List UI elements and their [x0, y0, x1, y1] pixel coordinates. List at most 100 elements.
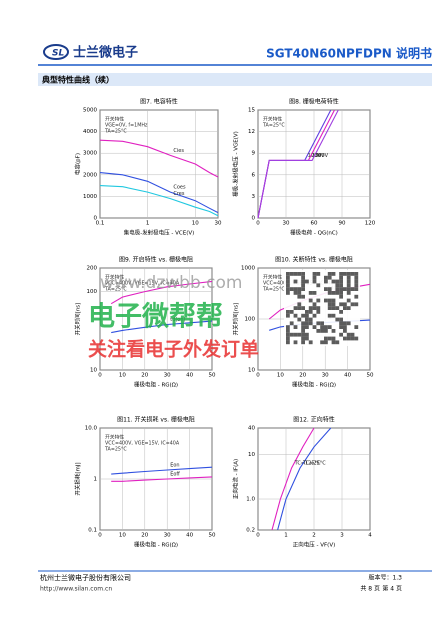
- qr-cell: [339, 272, 343, 276]
- qr-cell: [312, 313, 317, 318]
- qr-cell: [354, 302, 359, 307]
- qr-cell: [324, 329, 328, 333]
- series-label: Eoff: [170, 472, 180, 478]
- x-axis-label: 栅极电荷 - QG(nC): [290, 229, 338, 237]
- footer-company: 杭州士兰微电子股份有限公司: [40, 573, 131, 582]
- footer-url: http://www.silan.com.cn: [40, 586, 112, 593]
- y-tick-label: 100: [245, 317, 256, 323]
- qr-cell: [308, 340, 313, 345]
- qr-cell: [312, 306, 317, 310]
- section-bar: [38, 73, 432, 86]
- qr-cell: [331, 272, 336, 276]
- y-tick-label: 10: [248, 368, 255, 374]
- chart-note: 开关特性: [105, 274, 124, 281]
- x-tick-label: 30: [322, 373, 329, 379]
- y-axis-label: 电容(pF): [74, 153, 82, 175]
- qr-cell: [308, 306, 313, 310]
- chart-note: TA=25°C: [104, 129, 127, 135]
- qr-cell: [339, 325, 343, 329]
- qr-cell: [305, 310, 309, 314]
- chart-title: 图10. 关断特性 vs. 栅极电阻: [275, 256, 353, 264]
- qr-cell: [331, 313, 336, 318]
- chart-title: 图7. 电容特性: [140, 98, 178, 106]
- qr-cell: [305, 336, 309, 341]
- qr-cell: [324, 287, 328, 291]
- y-tick-label: 1000: [83, 194, 97, 200]
- qr-cell: [301, 294, 305, 299]
- qr-cell: [293, 332, 298, 337]
- qr-cell: [346, 287, 351, 291]
- qr-cell: [327, 272, 332, 276]
- x-tick-label: 10: [119, 373, 126, 379]
- qr-cell: [316, 298, 321, 303]
- qr-cell: [301, 321, 305, 326]
- y-tick-label: 6: [252, 172, 256, 178]
- series-label: td(on): [170, 317, 185, 323]
- x-axis-label: 正向电压 - VF(V): [293, 541, 335, 549]
- watermark-slogan: 关注看电子外发订单: [88, 338, 259, 361]
- qr-cell: [301, 279, 305, 284]
- qr-cell: [316, 321, 321, 326]
- qr-cell: [324, 275, 328, 280]
- qr-cell: [289, 272, 294, 276]
- qr-cell: [350, 302, 355, 307]
- series-line: [257, 109, 339, 219]
- series-line: [99, 185, 219, 217]
- chart-note: VGE=0V, f=1MHz: [105, 123, 148, 129]
- x-tick-label: 10: [119, 533, 126, 539]
- qr-cell: [335, 340, 340, 345]
- x-tick-label: 1: [146, 221, 150, 227]
- chart-title: 图8. 栅极电荷特性: [289, 98, 339, 106]
- chart-note: 开关特性: [105, 116, 124, 123]
- y-tick-label: 1.0: [246, 497, 255, 503]
- series-label: tr: [170, 279, 175, 285]
- qr-cell: [343, 336, 347, 341]
- y-tick-label: 100: [87, 289, 98, 295]
- x-axis-label: 栅极电阻 - RG(Ω): [134, 381, 178, 389]
- qr-cell: [346, 336, 351, 341]
- chart-title: 图11. 开关损耗 vs. 栅极电阻: [117, 416, 195, 424]
- qr-cell: [316, 306, 321, 310]
- qr-cell: [327, 325, 332, 329]
- x-tick-label: 20: [141, 533, 148, 539]
- qr-cell: [293, 306, 298, 310]
- qr-cell: [335, 287, 340, 291]
- qr-cell: [286, 332, 290, 337]
- qr-cell: [286, 336, 290, 341]
- footer-page: 第 4 页: [382, 585, 402, 593]
- qr-cell: [301, 329, 305, 333]
- qr-cell: [354, 272, 359, 276]
- x-tick-label: 10: [277, 373, 284, 379]
- x-axis-label: 栅极电阻 - RG(Ω): [292, 381, 336, 389]
- logo-text: 士兰微电子: [73, 45, 138, 61]
- qr-cell: [301, 332, 305, 337]
- x-tick-label: 0: [256, 533, 260, 539]
- qr-cell: [308, 310, 313, 314]
- y-tick-label: 0.1: [88, 528, 97, 534]
- qr-cell: [354, 325, 359, 329]
- qr-cell: [327, 287, 332, 291]
- x-tick-label: 2: [312, 533, 316, 539]
- y-tick-label: 10: [90, 368, 97, 374]
- qr-cell: [293, 340, 298, 345]
- qr-cell: [350, 287, 355, 291]
- qr-cell: [293, 291, 298, 295]
- qr-cell: [286, 291, 290, 295]
- qr-cell: [354, 287, 359, 291]
- qr-cell: [331, 279, 336, 284]
- x-tick-label: 30: [283, 221, 290, 227]
- qr-cell: [339, 310, 343, 314]
- y-tick-label: 15: [248, 108, 255, 114]
- x-tick-label: 0: [98, 373, 102, 379]
- x-tick-label: 50: [209, 533, 216, 539]
- x-tick-label: 40: [344, 373, 351, 379]
- qr-cell: [286, 283, 290, 288]
- qr-cell: [320, 321, 324, 326]
- qr-cell: [297, 317, 302, 322]
- qr-cell: [354, 279, 359, 284]
- y-tick-label: 3: [252, 194, 256, 200]
- qr-cell: [305, 279, 309, 284]
- qr-cell: [327, 291, 332, 295]
- x-tick-label: 0: [98, 533, 102, 539]
- qr-cell: [339, 291, 343, 295]
